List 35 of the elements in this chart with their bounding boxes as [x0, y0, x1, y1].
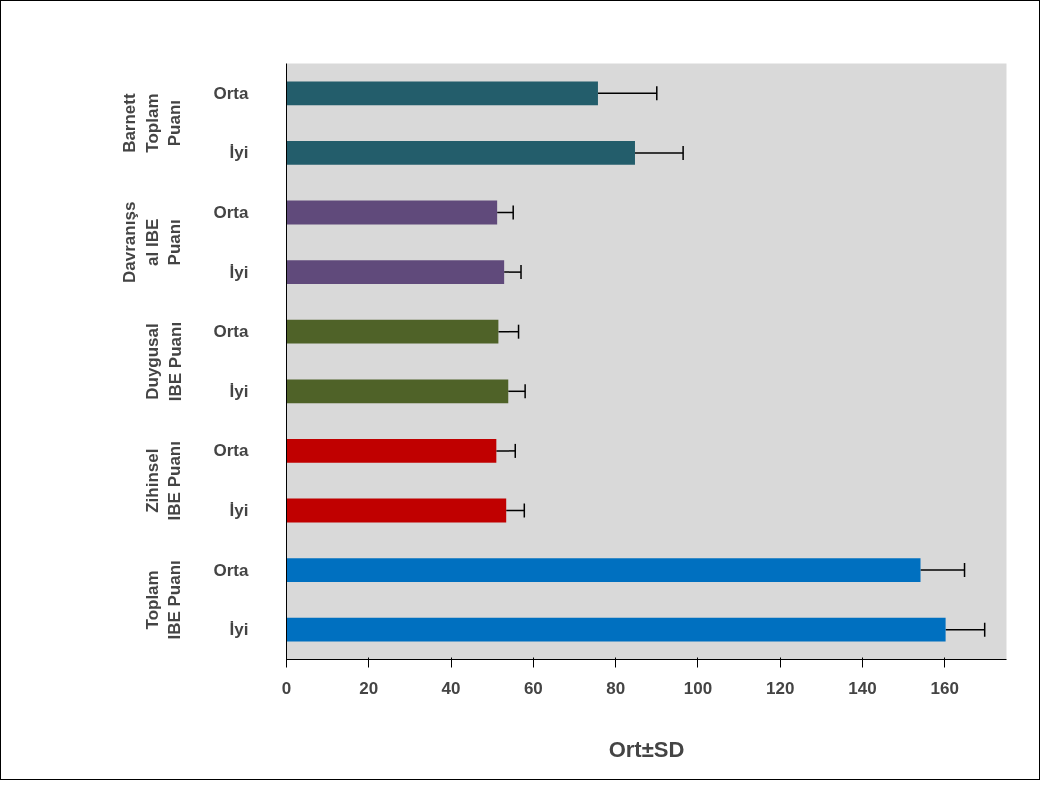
- x-tick-label: 140: [848, 678, 877, 698]
- x-tick-label: 80: [606, 678, 626, 698]
- bar: [286, 438, 497, 463]
- text: Barnett Toplam Puanı: [119, 93, 185, 153]
- x-axis-title: Ort±SD: [608, 736, 685, 762]
- y-tick-label: İyi: [229, 381, 249, 401]
- text: Toplam IBE Puanı: [142, 560, 185, 640]
- x-tick-label: 40: [441, 678, 461, 698]
- x-tick-label: 100: [683, 678, 713, 698]
- bar: [286, 498, 507, 523]
- x-tick-label: 60: [523, 678, 543, 698]
- bar: [286, 319, 499, 344]
- text: Duygusal IBE Puanı: [142, 321, 185, 402]
- x-tick-label: 20: [359, 678, 379, 698]
- y-tick-label: Orta: [213, 203, 250, 222]
- bar: [286, 379, 509, 404]
- y-tick-label: Orta: [213, 83, 250, 103]
- bar: [286, 200, 498, 225]
- text: Zihinsel IBE Puanı: [142, 441, 185, 521]
- bar: [286, 140, 635, 165]
- y-tick-label: İyi: [229, 501, 249, 520]
- bar: [286, 81, 598, 106]
- x-tick-label: 0: [281, 678, 292, 698]
- y-tick-label: İyi: [229, 620, 249, 640]
- bar: [286, 260, 505, 285]
- y-tick-label: Orta: [213, 322, 250, 342]
- x-tick-label: 160: [930, 678, 959, 698]
- x-tick-label: 120: [766, 678, 795, 698]
- y-tick-label: Orta: [213, 560, 250, 580]
- bar: [286, 558, 921, 583]
- text: Davranışs al IBE Puanı: [119, 201, 185, 283]
- y-tick-label: Orta: [213, 441, 250, 461]
- bar: [286, 617, 946, 642]
- y-tick-label: İyi: [229, 262, 249, 282]
- y-tick-label: İyi: [229, 143, 249, 163]
